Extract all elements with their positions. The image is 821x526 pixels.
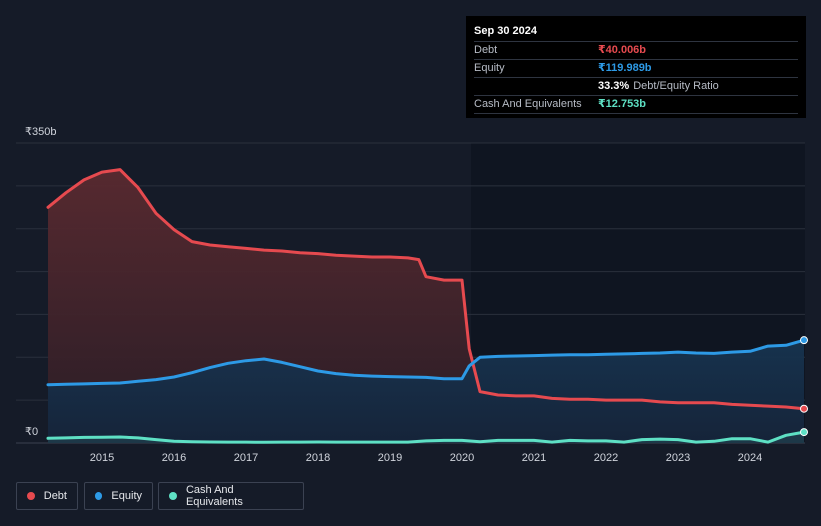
endpoint-equity (800, 336, 808, 345)
tooltip-row-equity: Equity ₹119.989b (474, 59, 798, 77)
tooltip-equity-label: Equity (474, 62, 505, 74)
tooltip-cash-label: Cash And Equivalents (474, 98, 582, 110)
tooltip-ratio-caption: Debt/Equity Ratio (633, 80, 719, 92)
tooltip-equity-value: ₹119.989b (598, 62, 652, 74)
x-tick-label: 2017 (234, 452, 258, 464)
tooltip-debt-value: ₹40.006b (598, 44, 647, 56)
endpoint-cash-and-equivalents (800, 428, 808, 437)
x-axis-ticks: 2015 2016 2017 2018 2019 2020 2021 2022 2023 2024 (90, 452, 762, 464)
line-cash-and-equivalents (46, 430, 806, 444)
tooltip-panel: Sep 30 2024 Debt ₹40.006b Equity ₹119.98… (466, 16, 806, 118)
x-tick-label: 2021 (522, 452, 546, 464)
tooltip-row-debt: Debt ₹40.006b (474, 41, 798, 59)
line-equity (46, 338, 806, 387)
tooltip-ratio-label (474, 78, 598, 95)
area-equity (48, 340, 804, 443)
legend-label-debt: Debt (43, 490, 67, 502)
y-tick-label-bottom: ₹0 (25, 426, 38, 438)
equity-dot-icon (95, 492, 103, 500)
series-areas (48, 169, 804, 443)
y-tick-label-top: ₹350b (25, 126, 56, 138)
legend-item-cash[interactable]: Cash And Equivalents (158, 482, 304, 510)
tooltip-row-ratio: 33.3% Debt/Equity Ratio (474, 77, 798, 95)
series-endpoints (800, 336, 808, 437)
x-tick-label: 2024 (738, 452, 762, 464)
line-debt (46, 168, 806, 411)
area-cash-and-equivalents (48, 432, 804, 443)
x-tick-label: 2016 (162, 452, 186, 464)
legend-item-debt[interactable]: Debt (16, 482, 78, 510)
x-tick-label: 2019 (378, 452, 402, 464)
debt-dot-icon (27, 492, 35, 500)
cash-dot-icon (169, 492, 177, 500)
legend-label-cash: Cash And Equivalents (185, 484, 243, 508)
legend-label-equity: Equity (111, 490, 142, 502)
x-tick-label: 2022 (594, 452, 618, 464)
tooltip-cash-value: ₹12.753b (598, 98, 647, 110)
x-tick-label: 2020 (450, 452, 474, 464)
x-tick-label: 2018 (306, 452, 330, 464)
x-tick-label: 2023 (666, 452, 690, 464)
series-lines (46, 168, 806, 444)
y-axis-ticks: ₹350b ₹0 (25, 126, 56, 438)
tooltip-row-cash: Cash And Equivalents ₹12.753b (474, 95, 798, 114)
endpoint-debt (800, 404, 808, 413)
legend-item-equity[interactable]: Equity (84, 482, 153, 510)
x-tick-label: 2015 (90, 452, 114, 464)
tooltip-date: Sep 30 2024 (474, 25, 537, 37)
tooltip-debt-label: Debt (474, 44, 498, 56)
tooltip-ratio-value: 33.3% (598, 80, 630, 92)
